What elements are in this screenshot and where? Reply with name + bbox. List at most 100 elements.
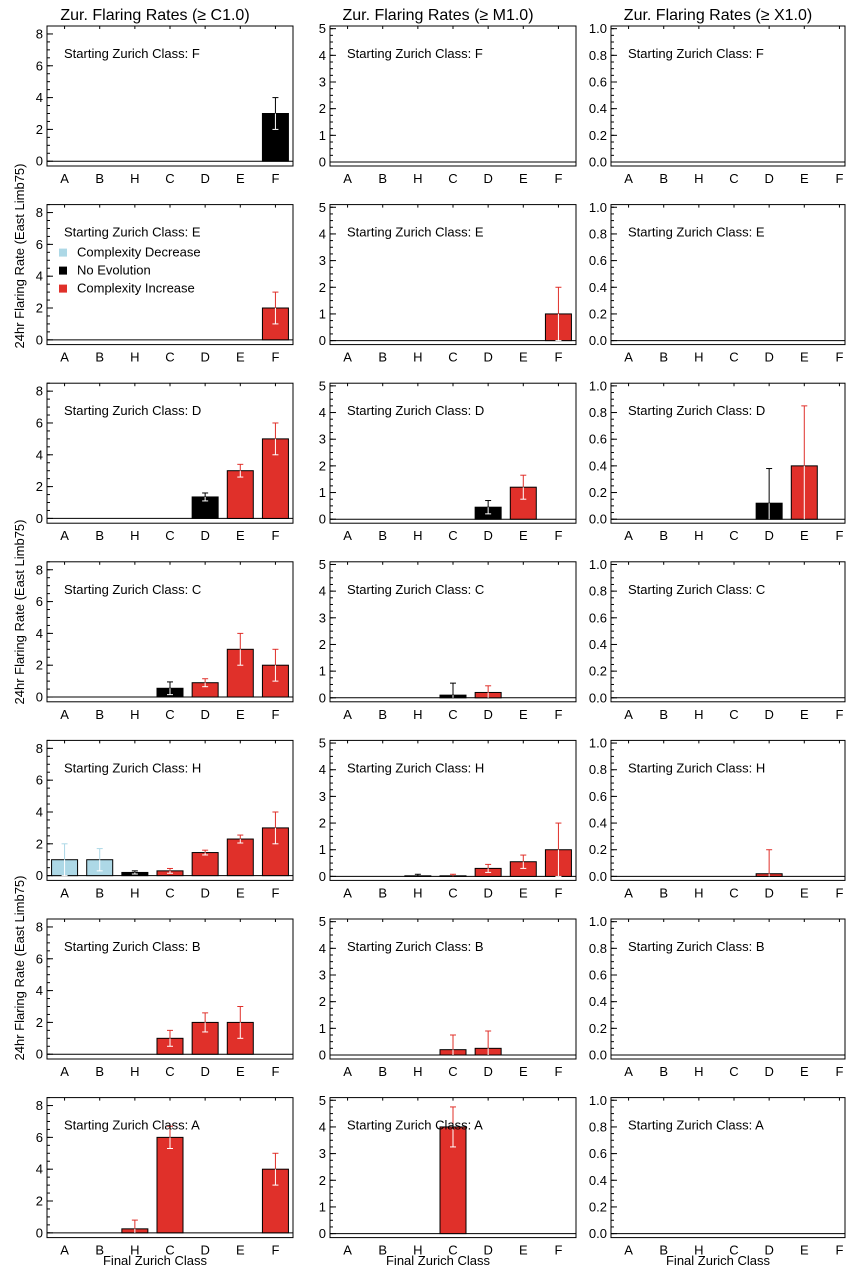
column-title: Zur. Flaring Rates (≥ X1.0) — [624, 7, 812, 24]
x-tick-label: F — [554, 1064, 562, 1079]
y-tick-label: 1.0 — [589, 378, 607, 393]
x-tick-label: D — [483, 528, 492, 543]
x-axis-label: Final Zurich Class — [666, 1253, 771, 1268]
x-tick-label: E — [800, 707, 809, 722]
y-tick-label: 0.2 — [589, 306, 607, 321]
x-tick-label: B — [95, 171, 104, 186]
x-tick-label: A — [343, 707, 352, 722]
x-tick-label: H — [413, 885, 422, 900]
legend-label: Complexity Decrease — [77, 245, 201, 260]
y-tick-label: 1 — [319, 842, 326, 857]
x-tick-label: C — [165, 885, 174, 900]
y-tick-label: 1 — [319, 1199, 326, 1214]
panel-frame — [610, 561, 846, 703]
x-tick-label: E — [800, 885, 809, 900]
y-tick-label: 0.6 — [589, 610, 607, 625]
y-tick-label: 0.8 — [589, 941, 607, 956]
panel-start-b-col-2: 0 1 2 3 4 5 A B H C D E F Starting Zurich Class: B — [319, 914, 577, 1079]
x-tick-label: D — [483, 1243, 492, 1258]
bar-d — [191, 852, 219, 877]
x-tick-label: H — [694, 171, 703, 186]
x-tick-label: H — [130, 350, 139, 365]
x-axis-label: Final Zurich Class — [103, 1253, 208, 1268]
y-tick-label: 4 — [319, 941, 326, 956]
x-tick-label: D — [764, 528, 773, 543]
x-tick-label: F — [554, 171, 562, 186]
y-tick-label: 0.0 — [589, 690, 607, 705]
x-tick-label: B — [659, 171, 668, 186]
y-tick-label: 0.0 — [589, 155, 607, 170]
y-tick-label: 0.4 — [589, 994, 607, 1009]
panel-label: Starting Zurich Class: D — [347, 403, 484, 418]
y-tick-label: 0 — [36, 154, 43, 169]
legend-swatch — [59, 266, 67, 275]
x-tick-label: E — [800, 350, 809, 365]
y-tick-label: 3 — [319, 789, 326, 804]
y-tick-label: 0.4 — [589, 458, 607, 473]
x-tick-label: D — [764, 885, 773, 900]
x-tick-label: F — [271, 885, 279, 900]
x-tick-label: F — [271, 171, 279, 186]
y-tick-label: 4 — [36, 90, 43, 105]
y-tick-label: 0.8 — [589, 405, 607, 420]
bar-e — [509, 486, 537, 520]
y-tick-label: 1 — [319, 1021, 326, 1036]
y-tick-label: 0 — [319, 1226, 326, 1241]
x-tick-label: E — [236, 350, 245, 365]
x-tick-label: H — [130, 1243, 139, 1258]
y-tick-label: 0 — [36, 1225, 43, 1240]
panel-frame — [610, 204, 846, 346]
panel-start-f-col-1: 0 2 4 6 8 A B H C D E F Starting Zurich Class: F — [36, 25, 294, 186]
y-axis-labels: 24hr Flaring Rate (East Limb75) 24hr Fla… — [12, 164, 27, 1061]
y-tick-label: 0.0 — [589, 869, 607, 884]
x-tick-label: B — [378, 1243, 387, 1258]
panel-label: Starting Zurich Class: H — [64, 760, 201, 775]
x-tick-label: E — [800, 171, 809, 186]
y-tick-label: 0 — [319, 155, 326, 170]
y-tick-label: 0.4 — [589, 280, 607, 295]
y-tick-label: 5 — [319, 736, 326, 751]
x-tick-label: C — [729, 350, 738, 365]
bar-f — [261, 113, 289, 162]
x-tick-label: D — [200, 885, 209, 900]
y-tick-label: 0.6 — [589, 1146, 607, 1161]
x-tick-label: C — [165, 171, 174, 186]
y-tick-label: 0 — [36, 332, 43, 347]
x-tick-label: F — [554, 528, 562, 543]
y-tick-label: 2 — [319, 280, 326, 295]
x-tick-label: F — [554, 350, 562, 365]
x-tick-label: C — [448, 171, 457, 186]
x-tick-label: B — [378, 885, 387, 900]
y-tick-label: 2 — [36, 658, 43, 673]
y-tick-label: 2 — [319, 637, 326, 652]
y-tick-label: 3 — [319, 968, 326, 983]
y-tick-label: 0 — [319, 690, 326, 705]
y-tick-label: 8 — [36, 562, 43, 577]
y-tick-label: 2 — [319, 101, 326, 116]
legend-swatch — [59, 248, 67, 257]
panel-start-a-col-2: 0 1 2 3 4 5 A B H C D E F Starting Zurich Class: A — [319, 1093, 577, 1258]
x-tick-label: A — [624, 350, 633, 365]
x-tick-label: H — [413, 528, 422, 543]
y-tick-label: 1.0 — [589, 736, 607, 751]
panel-start-b-col-1: 0 2 4 6 8 A B H C D E F Starting Zurich Class: B — [36, 918, 294, 1079]
x-tick-label: A — [60, 1243, 69, 1258]
y-tick-label: 5 — [319, 557, 326, 572]
y-tick-label: 1.0 — [589, 914, 607, 929]
x-tick-label: B — [659, 885, 668, 900]
x-tick-label: D — [483, 707, 492, 722]
y-tick-label: 4 — [36, 626, 43, 641]
x-axis-labels: Final Zurich Class Final Zurich Class Fi… — [103, 1253, 771, 1268]
panel-start-c-col-3: 0.0 0.2 0.4 0.6 0.8 1.0 A B H C D E F Starting Zurich… — [589, 557, 846, 722]
x-tick-label: E — [519, 350, 528, 365]
y-tick-label: 0.4 — [589, 101, 607, 116]
x-tick-label: C — [165, 350, 174, 365]
x-tick-label: D — [200, 1064, 209, 1079]
panels: 0 2 4 6 8 A B H C D E F Starting Zurich Class: F 0 2 4 6… — [36, 21, 846, 1258]
x-tick-label: B — [659, 707, 668, 722]
panel-start-h-col-2: 0 1 2 3 4 5 A B H C D E F Starting Zurich Class: H — [319, 736, 577, 900]
panel-start-f-col-2: 0 1 2 3 4 5 A B H C D E F Starting Zurich Class: F — [319, 21, 577, 186]
y-tick-label: 4 — [36, 1162, 43, 1177]
y-tick-label: 3 — [319, 75, 326, 90]
